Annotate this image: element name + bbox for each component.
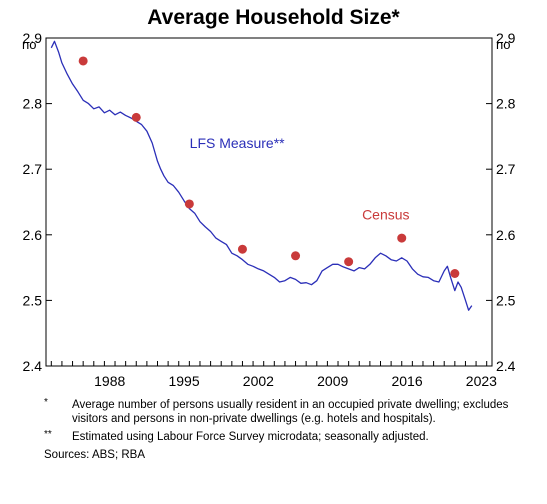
x-tick-label: 1988: [94, 373, 125, 389]
y-tick-label-left: 2.5: [23, 292, 43, 308]
y-tick-label-right: 2.7: [496, 161, 516, 177]
y-tick-label-left: 2.8: [23, 96, 43, 112]
y-tick-label-left: 2.4: [23, 358, 43, 374]
x-tick-label: 2002: [243, 373, 274, 389]
y-tick-label-left: 2.7: [23, 161, 43, 177]
footnote-1-mark: *: [44, 397, 48, 408]
footnotes: * Average number of persons usually resi…: [44, 397, 514, 462]
census-point: [131, 112, 141, 122]
footnote-2-mark: **: [44, 429, 52, 440]
census-point: [78, 56, 88, 66]
footnote-1: * Average number of persons usually resi…: [44, 397, 514, 426]
y-unit-label-right: no: [496, 37, 510, 52]
chart-title: Average Household Size*: [147, 6, 400, 29]
y-tick-label-right: 2.4: [496, 358, 516, 374]
x-tick-label: 2016: [391, 373, 422, 389]
y-tick-label-right: 2.6: [496, 227, 516, 243]
footnote-2: ** Estimated using Labour Force Survey m…: [44, 429, 514, 444]
y-tick-label-right: 2.5: [496, 292, 516, 308]
census-point: [344, 257, 354, 267]
plot-frame: [45, 37, 493, 367]
lfs-series-line: [50, 40, 473, 311]
census-point: [237, 244, 247, 254]
x-tick-label: 2009: [317, 373, 348, 389]
census-series-label: Census: [362, 207, 409, 223]
census-point: [184, 199, 194, 209]
y-tick-label-right: 2.8: [496, 96, 516, 112]
x-tick-label: 1995: [168, 373, 199, 389]
lfs-series-label: LFS Measure**: [190, 135, 285, 151]
x-tick-label: 2023: [466, 373, 497, 389]
y-tick-label-left: 2.6: [23, 227, 43, 243]
sources: Sources: ABS; RBA: [44, 449, 145, 461]
y-tick-label-right: 2.9: [496, 30, 516, 46]
census-point: [397, 233, 407, 243]
line-chart: no no 2.4 2.4 2.5 2.5 2.6 2.6 2.7 2.7 2.8 2.8 2.9 2.9…: [22, 30, 516, 389]
census-point: [291, 251, 301, 261]
footnote-2-text: Estimated using Labour Force Survey micr…: [72, 431, 429, 443]
footnote-1-text: Average number of persons usually reside…: [72, 399, 509, 425]
census-point: [450, 269, 460, 279]
y-unit-label-left: no: [22, 37, 36, 52]
y-tick-label-left: 2.9: [23, 30, 43, 46]
